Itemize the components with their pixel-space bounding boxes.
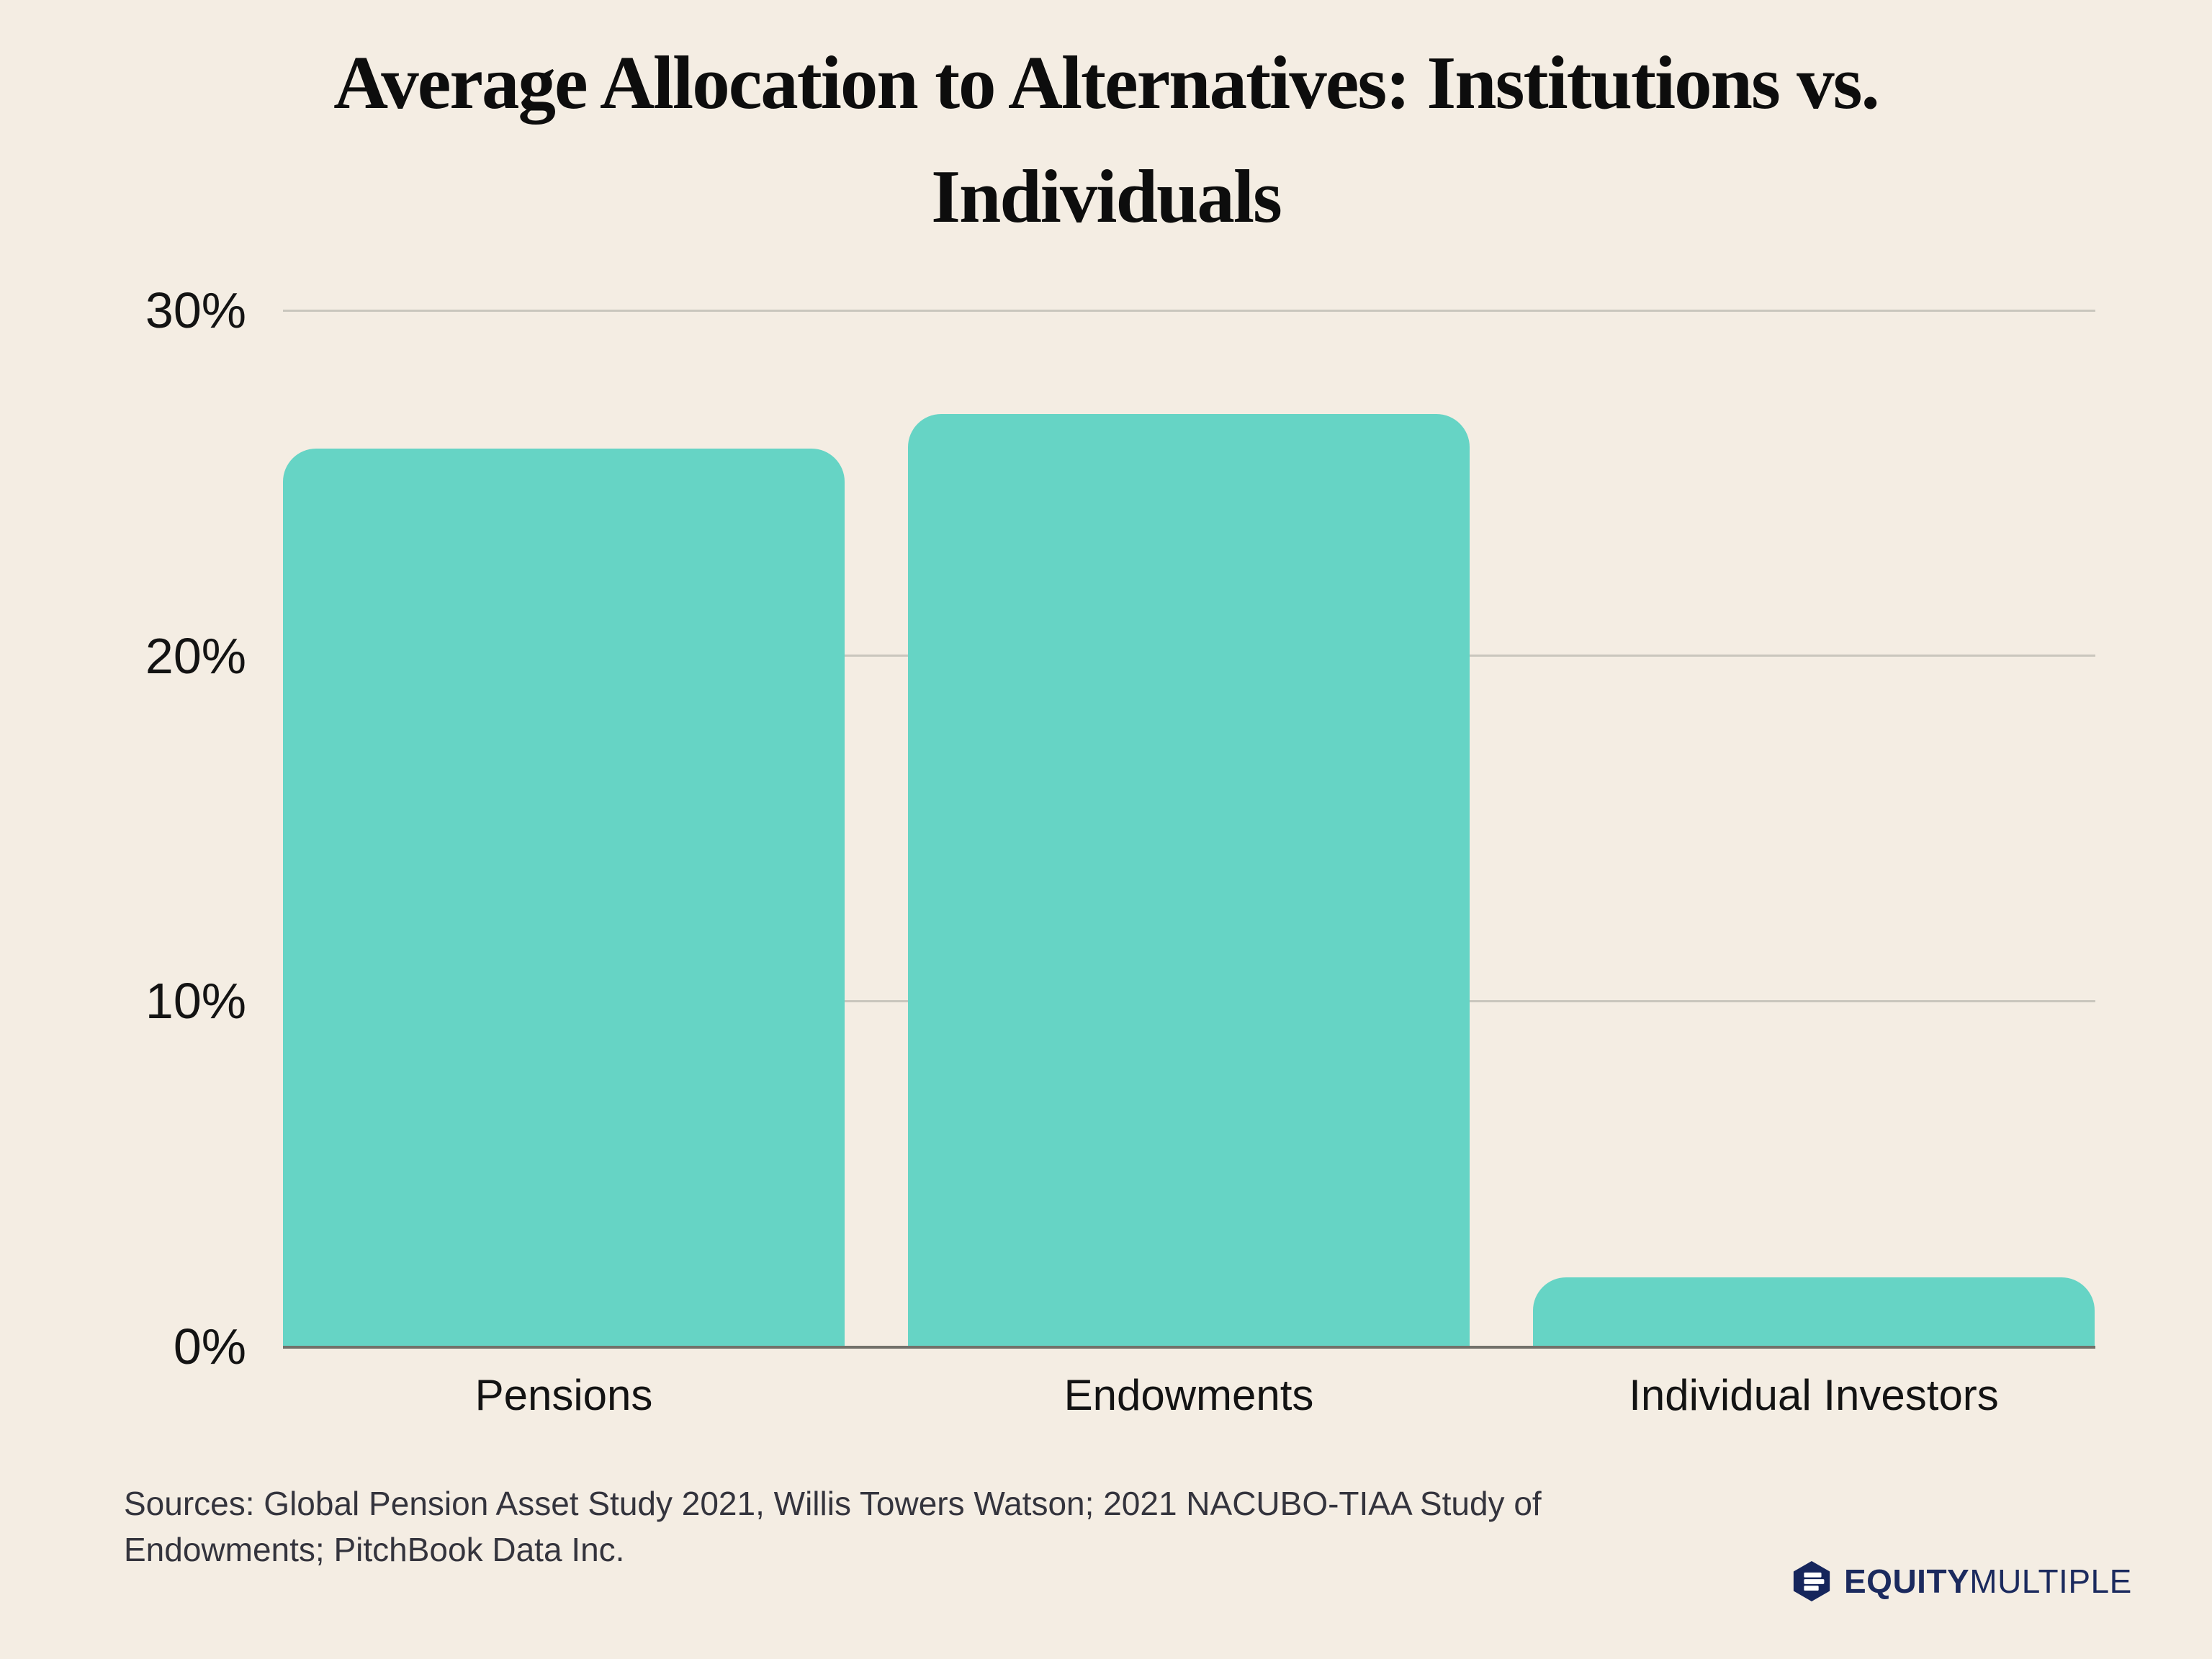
equitymultiple-logo: EQUITYMULTIPLE <box>1791 1560 2132 1602</box>
sources-note: Sources: Global Pension Asset Study 2021… <box>124 1480 1542 1573</box>
bar-pensions <box>283 448 845 1346</box>
chart-title: Average Allocation to Alternatives: Inst… <box>0 26 2212 253</box>
y-tick-label: 30% <box>145 282 246 338</box>
x-axis-line <box>283 1346 2095 1349</box>
y-tick-label: 10% <box>145 973 246 1030</box>
bar-individual-investors <box>1533 1277 2095 1346</box>
gridline-30% <box>283 309 2095 312</box>
x-tick-label: Pensions <box>475 1371 653 1419</box>
y-tick-label: 0% <box>173 1318 246 1375</box>
chart-title-line-2: Individuals <box>931 154 1282 238</box>
chart-title-line-1: Average Allocation to Alternatives: Inst… <box>333 40 1880 125</box>
x-tick-label: Endowments <box>1064 1371 1314 1419</box>
equitymultiple-hexagon-icon <box>1793 1560 1830 1602</box>
sources-line-2: Endowments; PitchBook Data Inc. <box>124 1531 625 1568</box>
x-tick-label: Individual Investors <box>1629 1371 1999 1419</box>
logo-multiple-text: MULTIPLE <box>1969 1563 2132 1600</box>
equitymultiple-wordmark: EQUITYMULTIPLE <box>1844 1562 2132 1601</box>
y-tick-label: 20% <box>145 627 246 684</box>
bar-endowments <box>908 413 1470 1346</box>
logo-equity-text: EQUITY <box>1844 1563 1970 1600</box>
sources-line-1: Sources: Global Pension Asset Study 2021… <box>124 1485 1542 1522</box>
